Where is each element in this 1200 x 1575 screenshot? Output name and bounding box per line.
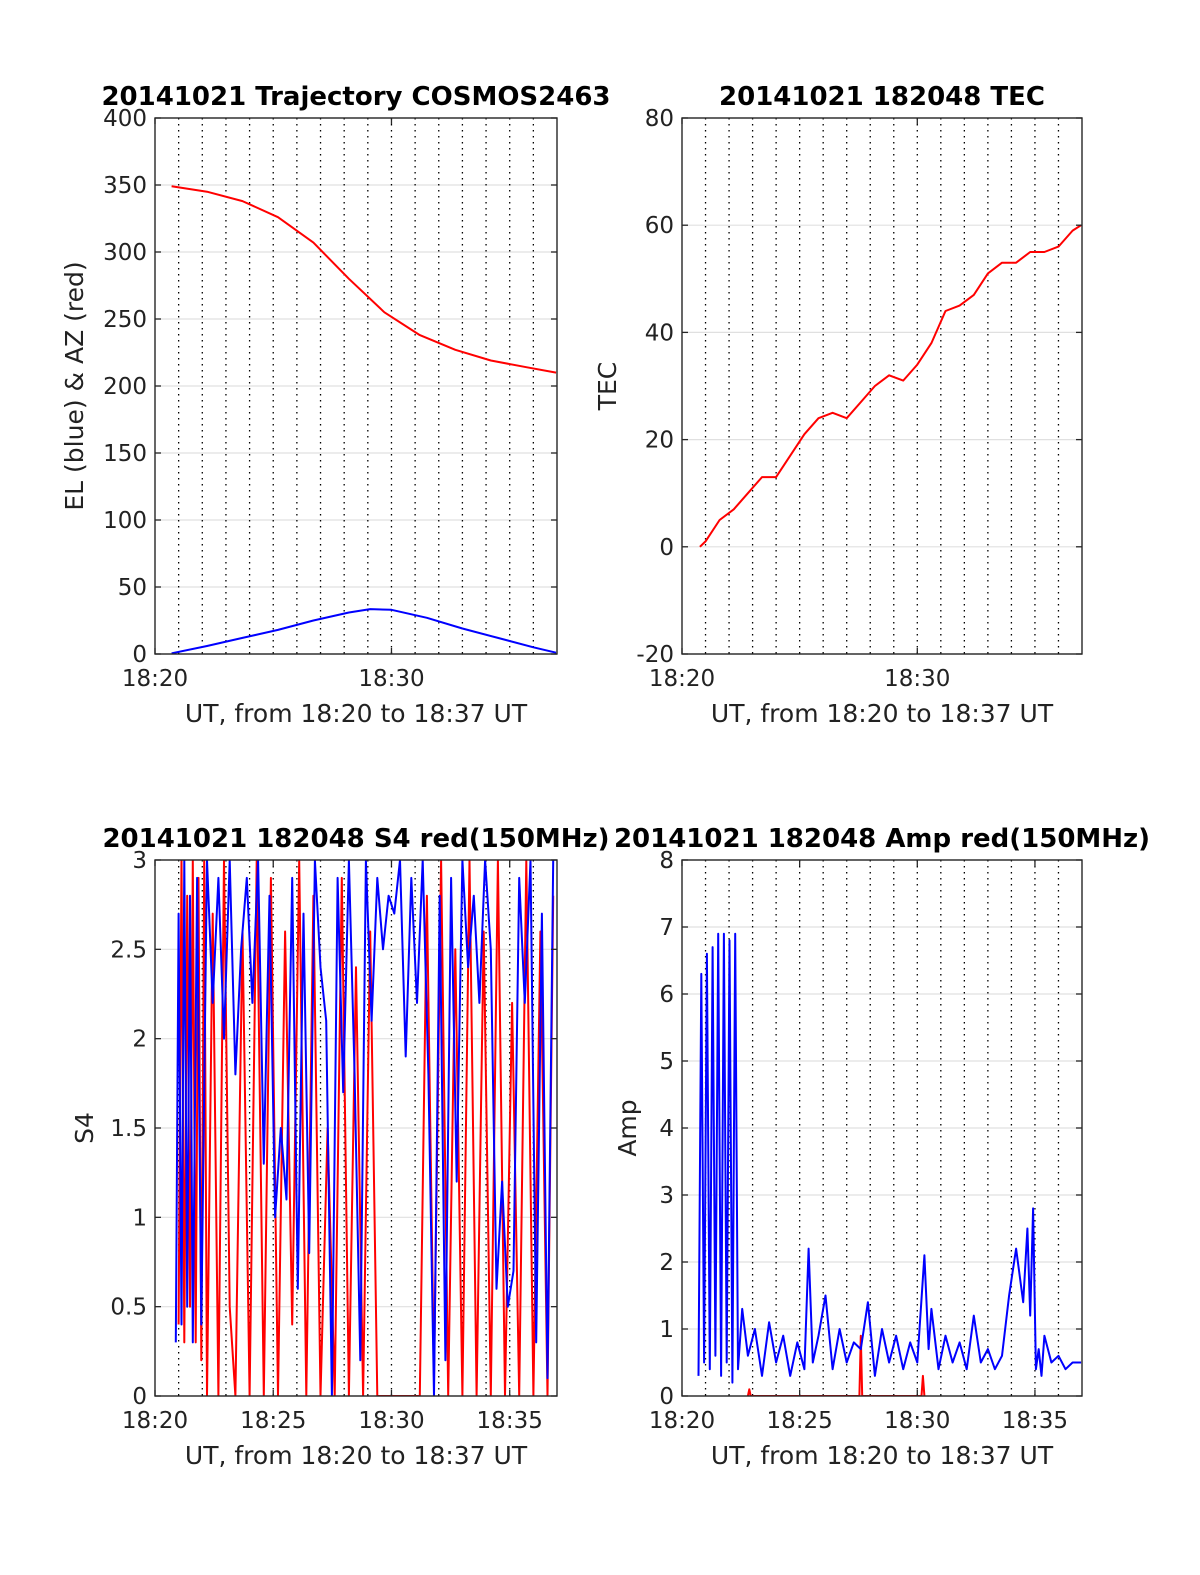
y-tick-label: 5 (659, 1049, 674, 1075)
plot-area (682, 118, 1082, 654)
y-axis-label: Amp (613, 1099, 642, 1156)
y-tick-label: 1 (132, 1205, 147, 1231)
y-tick-label: 250 (103, 307, 147, 333)
y-tick-label: 100 (103, 508, 147, 534)
chart-1: 0 50 100 150 200 250 300 350 400 18:20 18:30 201410… (60, 82, 611, 728)
chart-title: 20141021 182048 TEC (719, 82, 1045, 112)
y-tick-label: 6 (659, 982, 674, 1008)
y-tick-label: 20 (645, 428, 674, 454)
series-1-line (699, 224, 1082, 548)
y-tick-label: 0 (132, 1384, 147, 1410)
y-tick-label: 40 (645, 320, 674, 346)
chart-title: 20141021 Trajectory COSMOS2463 (101, 82, 610, 112)
x-axis-label: UT, from 18:20 to 18:37 UT (185, 1441, 528, 1470)
y-tick-label: 1 (659, 1317, 674, 1343)
x-tick-label: 18:30 (884, 666, 950, 692)
y-tick-label: 400 (103, 106, 147, 132)
y-tick-label: 1.5 (110, 1116, 147, 1142)
x-tick-label: 18:35 (477, 1408, 543, 1434)
y-tick-label: 300 (103, 240, 147, 266)
x-axis-label: UT, from 18:20 to 18:37 UT (711, 1441, 1054, 1470)
y-tick-label: 0.5 (110, 1295, 147, 1321)
y-tick-label: 150 (103, 441, 147, 467)
x-tick-label: 18:20 (122, 666, 188, 692)
y-tick-label: 80 (645, 106, 674, 132)
chart-2: -20 0 20 40 60 80 18:20 18:30 20141021 182048 TE… (593, 82, 1083, 728)
axes-box (681, 117, 1083, 655)
y-tick-label: 2.5 (110, 937, 147, 963)
series-2-line (174, 860, 555, 1396)
chart-4: 0 1 2 3 4 5 6 7 8 18:20 18:25 18:30 18:35 20141021 18… (613, 824, 1150, 1470)
y-axis-label: S4 (70, 1112, 99, 1144)
x-tick-label: 18:20 (649, 666, 715, 692)
x-tick-label: 18:30 (358, 1408, 424, 1434)
chart-title: 20141021 182048 S4 red(150MHz) (102, 824, 609, 854)
x-axis-label: UT, from 18:20 to 18:37 UT (711, 699, 1054, 728)
y-tick-label: 8 (659, 848, 674, 874)
y-tick-label: 7 (659, 915, 674, 941)
y-tick-label: 2 (132, 1027, 147, 1053)
x-tick-label: 18:20 (649, 1408, 715, 1434)
y-tick-label: 200 (103, 374, 147, 400)
y-tick-label: 2 (659, 1250, 674, 1276)
y-tick-label: 50 (118, 575, 147, 601)
series-1-line (746, 1334, 926, 1396)
y-axis-label: EL (blue) & AZ (red) (60, 261, 89, 510)
y-tick-label: -20 (636, 642, 674, 668)
y-tick-label: 3 (659, 1183, 674, 1209)
series-2-line (171, 608, 557, 654)
x-axis-label: UT, from 18:20 to 18:37 UT (185, 699, 528, 728)
y-tick-label: 0 (659, 535, 674, 561)
x-tick-label: 18:25 (240, 1408, 306, 1434)
x-tick-label: 18:30 (358, 666, 424, 692)
x-tick-label: 18:20 (122, 1408, 188, 1434)
y-tick-label: 0 (659, 1384, 674, 1410)
x-tick-label: 18:35 (1002, 1408, 1068, 1434)
series-1-line (177, 860, 555, 1396)
y-axis-label: TEC (593, 362, 622, 412)
chart-3: 0 0.5 1 1.5 2 2.5 3 18:20 18:25 18:30 18:35 2014102… (70, 824, 610, 1470)
y-tick-label: 4 (659, 1116, 674, 1142)
y-tick-label: 350 (103, 173, 147, 199)
chart-title: 20141021 182048 Amp red(150MHz) (614, 824, 1150, 854)
y-tick-label: 3 (132, 848, 147, 874)
series-2-line (697, 932, 1082, 1384)
x-tick-label: 18:30 (884, 1408, 950, 1434)
series-1-line (171, 185, 557, 374)
y-tick-label: 60 (645, 213, 674, 239)
y-tick-label: 0 (132, 642, 147, 668)
x-tick-label: 18:25 (766, 1408, 832, 1434)
